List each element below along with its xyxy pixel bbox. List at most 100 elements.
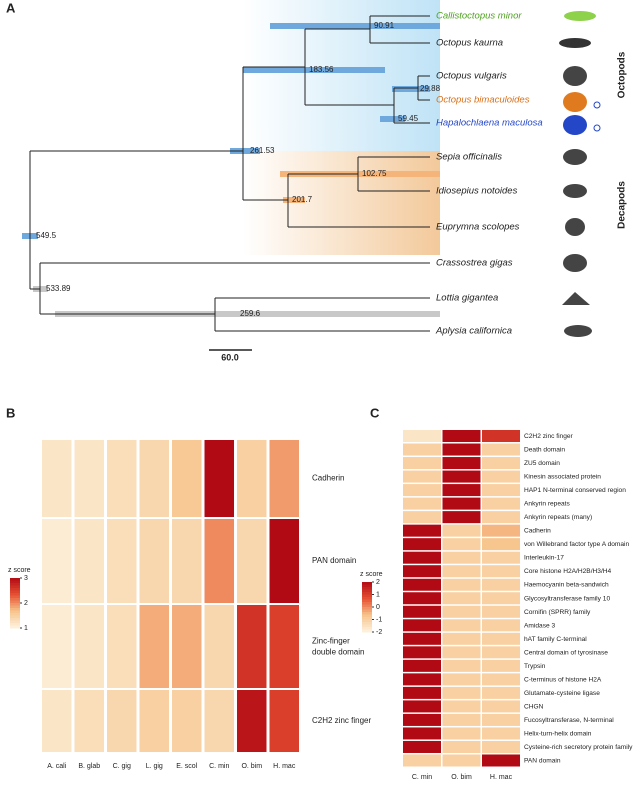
heatmap-cell	[442, 646, 481, 659]
tree-branches	[29, 15, 430, 332]
scale-label: 60.0	[221, 352, 239, 362]
column-label: O. bim	[241, 763, 262, 770]
legend-title: z score	[8, 567, 31, 574]
heatmap-cell	[403, 727, 441, 740]
heatmap-cell	[74, 519, 104, 603]
row-label: Cadherin	[524, 528, 551, 535]
node-age: 90.91	[374, 21, 395, 30]
heatmap-cell	[403, 713, 441, 726]
legend-swatch	[362, 597, 372, 600]
heatmap-cell	[269, 519, 299, 603]
legend-swatch	[10, 583, 20, 586]
heatmap-cell	[403, 754, 441, 767]
heatmap-cell	[482, 470, 520, 483]
heatmap-cell	[403, 632, 441, 645]
heatmap-cell	[482, 511, 520, 524]
legend-swatch	[10, 620, 20, 624]
heatmap-cell	[42, 440, 72, 517]
column-label: A. cali	[47, 763, 67, 770]
heatmap-cell	[442, 551, 481, 564]
legend-tick-label: -2	[376, 629, 382, 636]
legend-swatch	[362, 582, 372, 585]
legend-swatch	[362, 627, 372, 630]
legend-tick-label: 3	[24, 575, 28, 582]
heatmap-cell	[442, 470, 481, 483]
legend-swatch	[362, 624, 372, 628]
heatmap-cell	[139, 519, 169, 603]
heatmap-cell	[482, 443, 520, 456]
legend-swatch	[362, 589, 372, 593]
heatmap-cell	[442, 524, 481, 537]
heatmap-cell	[403, 470, 441, 483]
heatmap-cell	[482, 754, 520, 767]
node-age: 549.5	[36, 231, 57, 240]
heatmap-cell	[442, 565, 481, 578]
heatmap-cell	[482, 646, 520, 659]
heatmap-cell	[403, 551, 441, 564]
heatmap-cell	[482, 538, 520, 551]
heatmap-cell	[403, 511, 441, 524]
heatmap-cell	[403, 592, 441, 605]
column-label: H. mac	[490, 774, 513, 781]
column-label: B. glab	[78, 763, 100, 770]
taxon-label: Octopus kaurna	[436, 38, 503, 49]
heatmap-cell	[482, 457, 520, 470]
row-label: PAN domain	[524, 757, 561, 764]
taxon-label: Callistoctopus minor	[436, 11, 522, 22]
legend-swatch	[10, 585, 20, 589]
legend-swatch	[362, 622, 372, 625]
heatmap-cell	[403, 565, 441, 578]
heatmap-cell	[403, 673, 441, 686]
heatmap-cell	[204, 440, 234, 517]
row-label: CHGN	[524, 703, 544, 710]
heatmap-cell	[482, 659, 520, 672]
legend-swatch	[10, 600, 20, 604]
legend-tick-label: -1	[376, 616, 382, 623]
heatmap-cell	[403, 646, 441, 659]
row-label: Zinc-finger double domain	[312, 637, 364, 657]
heatmap-cell	[139, 690, 169, 752]
column-label: C. min	[412, 774, 432, 781]
heatmap-cell	[107, 605, 137, 688]
legend-swatch	[10, 595, 20, 599]
legend-swatch	[362, 607, 372, 610]
row-label: Cysteine-rich secretory protein family	[524, 744, 633, 751]
heatmap-cell	[482, 592, 520, 605]
heatmap-cell	[403, 578, 441, 591]
heatmap-cell	[482, 605, 520, 618]
row-label: Death domain	[524, 447, 565, 454]
heatmap-cell	[269, 440, 299, 517]
heatmap-cell	[442, 754, 481, 767]
column-label: E. scol	[176, 763, 197, 770]
taxon-label: Octopus vulgaris	[436, 71, 507, 82]
row-label: hAT family C-terminal	[524, 636, 587, 643]
legend-tick-label: 2	[376, 579, 380, 586]
legend-swatch	[10, 598, 20, 601]
heatmap-cell	[403, 686, 441, 699]
heatmap-cell	[403, 484, 441, 497]
column-label: C. gig	[113, 763, 131, 770]
heatmap-cell	[482, 497, 520, 510]
column-label: H. mac	[273, 763, 296, 770]
heatmap-cell	[482, 740, 520, 753]
heatmap-cell	[74, 605, 104, 688]
clade-label: Octopods	[617, 51, 628, 98]
heatmap-cell	[269, 690, 299, 752]
heatmap-cell	[482, 700, 520, 713]
row-label: Ankyrin repeats (many)	[524, 514, 592, 521]
heatmap-cell	[482, 673, 520, 686]
node-age: 533.89	[46, 284, 71, 293]
legend-swatch	[10, 613, 20, 616]
heatmap-cell	[172, 605, 202, 688]
row-label: C-terminus of histone H2A	[524, 676, 602, 683]
legend-swatch	[10, 603, 20, 606]
legend-swatch	[362, 592, 372, 595]
row-label: PAN domain	[312, 556, 356, 565]
heatmap-cell	[403, 443, 441, 456]
legend-swatch	[10, 605, 20, 609]
heatmap-cell	[482, 484, 520, 497]
row-label: C2H2 zinc finger	[524, 433, 574, 440]
heatmap-cell	[442, 713, 481, 726]
heatmap-cell	[482, 727, 520, 740]
